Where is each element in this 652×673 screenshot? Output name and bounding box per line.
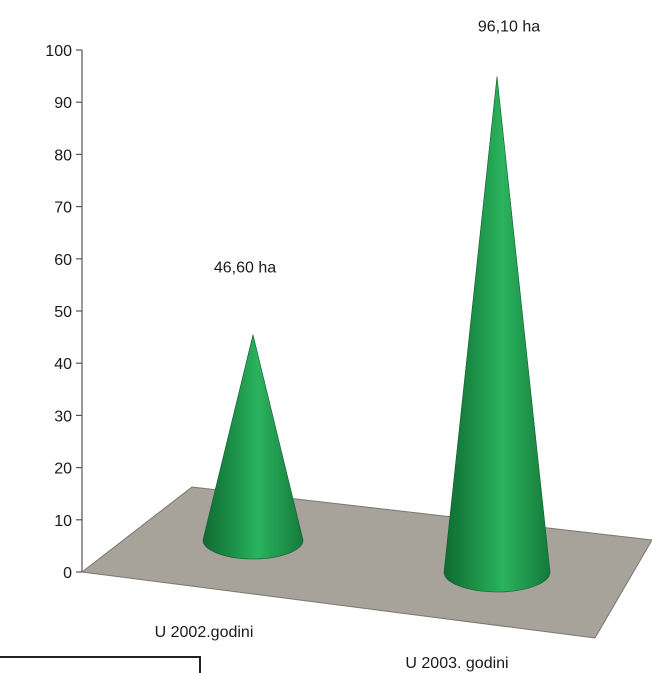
chart-cones	[202, 76, 551, 593]
data-label: 46,60 ha	[214, 260, 276, 277]
cone-bar	[443, 76, 551, 593]
y-tick-label: 70	[54, 200, 72, 217]
y-tick-label: 10	[54, 513, 72, 530]
y-tick-label: 40	[54, 356, 72, 373]
y-tick-label: 30	[54, 408, 72, 425]
y-tick-label: 100	[45, 43, 72, 60]
y-tick-label: 60	[54, 252, 72, 269]
y-axis-ticks: 0 10 20 30 40 50 60 70 80 90 100	[45, 43, 82, 582]
data-label: 96,10 ha	[478, 18, 540, 35]
cone-body	[443, 76, 551, 593]
y-tick-label: 90	[54, 95, 72, 112]
category-label: U 2003. godini	[405, 655, 508, 672]
category-label: U 2002.godini	[155, 624, 254, 641]
cone-bar	[202, 334, 304, 560]
y-tick-label: 80	[54, 147, 72, 164]
chart-floor	[80, 486, 652, 639]
corner-box-line	[0, 656, 201, 673]
cone-body	[202, 334, 304, 560]
y-tick-label: 0	[63, 565, 72, 582]
y-tick-label: 20	[54, 461, 72, 478]
chart-labels: 46,60 ha U 2002.godini 96,10 ha U 2003. god…	[155, 18, 541, 672]
y-tick-label: 50	[54, 304, 72, 321]
